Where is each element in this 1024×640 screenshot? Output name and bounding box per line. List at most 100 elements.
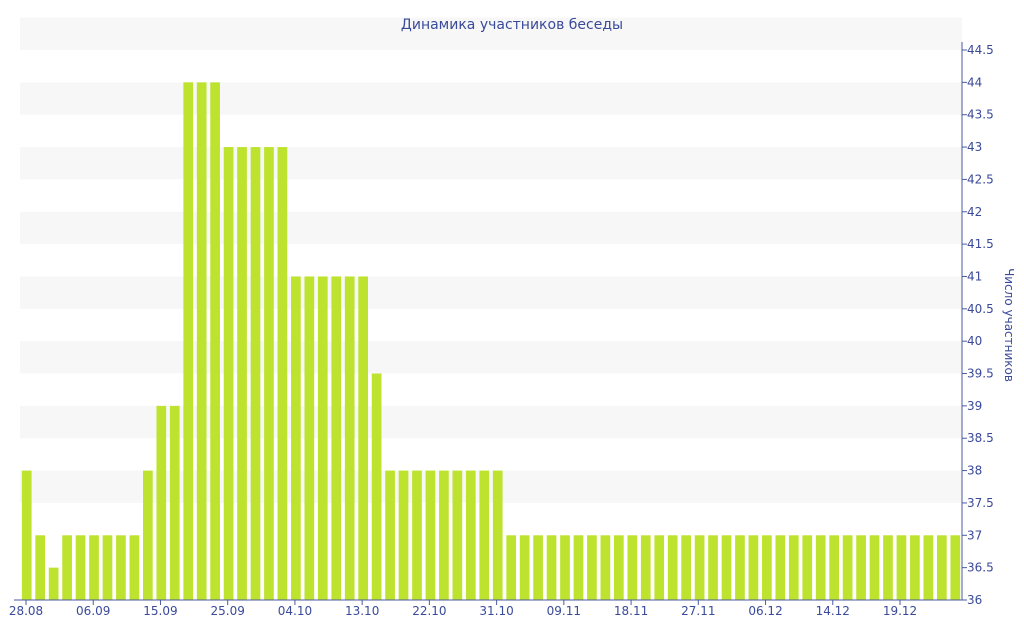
x-tick-label: 19.12 [883,604,917,618]
bar [479,470,490,600]
bar [519,535,530,600]
bar [317,276,328,600]
bar [425,470,436,600]
bar [654,535,665,600]
bar [802,535,813,600]
bar [89,535,99,600]
bar [923,535,934,600]
x-tick-label: 31.10 [479,604,513,618]
y-tick-label: 40 [967,334,982,348]
x-tick-label: 25.09 [211,604,245,618]
grid-band [20,276,962,309]
y-tick-label: 38.5 [967,431,994,445]
bar [842,535,853,600]
y-tick-label: 40.5 [967,302,994,316]
grid-band [20,341,962,374]
y-tick-label: 38 [967,464,982,478]
bar [896,535,907,600]
y-tick-label: 36.5 [967,561,994,575]
bar [21,470,32,600]
bar [398,470,409,600]
bar [573,535,584,600]
bar [587,535,597,600]
y-tick-label: 43.5 [967,108,994,122]
bar [492,470,503,600]
bar [156,405,167,600]
y-tick-label: 44.5 [967,43,994,57]
bar [371,373,382,600]
grid-bands [20,17,962,503]
bar [506,535,517,600]
x-tick-label: 22.10 [412,604,446,618]
y-tick-label: 36 [967,593,982,607]
x-axis: 28.08 06.09 15.09 25.09 04.10 13.10 22.10 31.10… [9,599,962,618]
x-tick-label: 15.09 [143,604,177,618]
bar [344,276,355,600]
bar [640,535,651,600]
bar [169,405,180,600]
grid-band [20,211,962,245]
x-tick-label: 06.09 [76,604,110,618]
bar [452,470,463,600]
x-tick-label: 28.08 [9,604,43,618]
bar [331,276,342,600]
y-tick-label: 41.5 [967,237,994,251]
grid-band [20,147,962,180]
x-tick-label: 06.12 [748,604,782,618]
bar [762,535,772,600]
y-tick-label: 37.5 [967,496,994,510]
bar [856,535,866,600]
bar [560,535,570,600]
bar [210,82,220,601]
x-tick-label: 18.11 [614,604,648,618]
bar [304,276,315,600]
x-tick-label: 27.11 [681,604,715,618]
bar [721,535,732,600]
bar [102,535,113,600]
bar [936,535,947,600]
chart-title: Динамика участников беседы [401,17,623,33]
y-axis-label: Число участников [1002,268,1016,382]
bar [250,147,261,600]
bar [277,147,288,600]
bar [35,535,46,600]
x-tick-label: 04.10 [278,604,312,618]
bar [600,535,611,600]
bar [223,147,234,600]
bar [533,535,543,600]
bar [546,535,557,600]
y-tick-label: 39.5 [967,367,994,381]
bar [694,535,705,600]
bar [614,535,624,600]
x-tick-label: 09.11 [547,604,581,618]
y-tick-label: 42.5 [967,172,994,186]
bars-group [21,82,961,601]
bar [788,535,799,600]
bar [910,535,920,600]
bar [75,535,86,600]
bar [775,535,786,600]
bar [950,535,961,600]
x-tick-label: 13.10 [345,604,379,618]
bar [667,535,678,600]
bar [681,535,691,600]
bar [869,535,880,600]
bar [358,276,368,600]
y-tick-label: 43 [967,140,982,154]
bar [237,147,247,600]
y-tick-label: 44 [967,75,982,89]
bar [129,535,140,600]
bar [291,276,301,600]
grid-band [20,17,962,51]
bar [735,535,745,600]
bar [143,470,153,600]
y-axis: 36 36.5 37 37.5 38 38.5 39 39.5 40 40.5 41 41.5 42 42… [961,42,994,607]
y-tick-label: 41 [967,269,982,283]
y-tick-label: 42 [967,205,982,219]
bar [748,535,759,600]
y-tick-label: 39 [967,399,982,413]
bar [116,535,126,600]
bar [62,535,72,600]
bar [412,470,422,600]
